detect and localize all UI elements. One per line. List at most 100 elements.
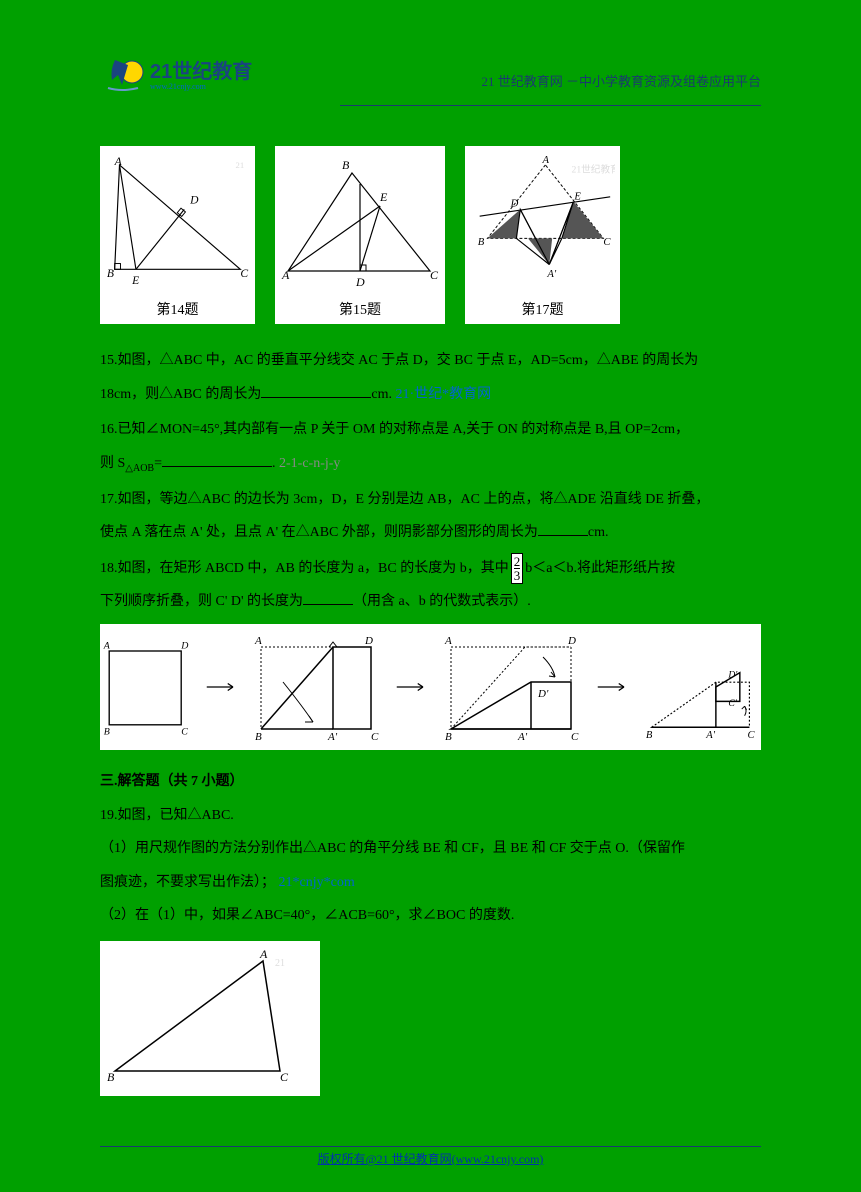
question-16: 16.已知∠MON=45°,其内部有一点 P 关于 OM 的对称点是 A,关于 … [100, 413, 761, 480]
svg-text:C: C [747, 730, 755, 741]
q19-text-3a: 图痕迹，不要求写出作法）； [100, 875, 275, 890]
svg-text:C: C [571, 731, 579, 742]
q18-blank [303, 591, 353, 605]
svg-text:A: A [103, 640, 111, 651]
svg-text:D: D [567, 635, 576, 647]
svg-text:21: 21 [236, 160, 245, 170]
arrow-3-icon [596, 677, 631, 697]
figure-17-caption: 第17题 [522, 299, 564, 319]
svg-text:A': A' [327, 731, 338, 742]
q15-text-1: 15.如图，△ABC 中，AC 的垂直平分线交 AC 于点 D，交 BC 于点 … [100, 353, 698, 368]
q16-text-2a: 则 S [100, 456, 125, 471]
svg-text:D: D [364, 635, 373, 647]
q16-text-1: 16.已知∠MON=45°,其内部有一点 P 关于 OM 的对称点是 A,关于 … [100, 422, 689, 437]
q16-dot: . [272, 456, 276, 471]
q19-link[interactable]: 21*cnjy*com [279, 875, 355, 890]
figure-18-panel-1: A D B C [102, 632, 192, 742]
q16-eq: = [154, 456, 162, 471]
figure-18-panel-2: A D B C A' [253, 632, 383, 742]
svg-text:B: B [478, 237, 485, 248]
figure-row-top: 21 A B C D E 第14题 B A C E D [100, 146, 761, 324]
figure-18-panel-3: A D B C A' D' [443, 632, 583, 742]
arrow-1-icon [205, 677, 240, 697]
svg-text:E: E [131, 274, 139, 287]
svg-text:D: D [180, 640, 188, 651]
q15-text-2a: 18cm，则△ABC 的周长为 [100, 387, 261, 402]
figure-14-svg: 21 A B C D E [105, 151, 250, 291]
header: 21世纪教育 www.21cnjy.com 21 世纪教育网 －中小学教育资源及… [100, 50, 761, 95]
figure-15-caption: 第15题 [339, 299, 381, 319]
q18-text-1a: 18.如图，在矩形 ABCD 中，AB 的长度为 a，BC 的长度为 b，其中 [100, 561, 509, 576]
footer-divider [100, 1146, 761, 1147]
svg-text:A': A' [705, 730, 715, 741]
figure-19-svg: 21 A B C [105, 946, 315, 1086]
svg-text:A': A' [546, 269, 556, 280]
q16-sub: △AOB [125, 463, 154, 474]
figure-17: 21世纪教育 A B C D E A' 第17题 [465, 146, 620, 324]
logo-area: 21世纪教育 www.21cnjy.com [100, 50, 252, 95]
q19-text-2: （1）用尺规作图的方法分别作出△ABC 的角平分线 BE 和 CF，且 BE 和… [100, 841, 685, 856]
page-container: 21世纪教育 www.21cnjy.com 21 世纪教育网 －中小学教育资源及… [0, 0, 861, 1126]
svg-text:C': C' [728, 698, 737, 709]
logo-text-wrap: 21世纪教育 www.21cnjy.com [150, 55, 252, 91]
q17-text-1: 17.如图，等边△ABC 的边长为 3cm，D，E 分别是边 AB，AC 上的点… [100, 492, 709, 507]
figure-14: 21 A B C D E 第14题 [100, 146, 255, 324]
svg-text:C: C [603, 237, 611, 248]
question-17: 17.如图，等边△ABC 的边长为 3cm，D，E 分别是边 AB，AC 上的点… [100, 483, 761, 550]
figure-19: 21 A B C [100, 941, 320, 1096]
figure-15: B A C E D 第15题 [275, 146, 445, 324]
svg-text:C: C [280, 1070, 289, 1084]
question-19: 19.如图，已知△ABC. （1）用尺规作图的方法分别作出△ABC 的角平分线 … [100, 799, 761, 933]
footer-text[interactable]: 版权所有@21 世纪教育网(www.21cnjy.com) [100, 1150, 761, 1167]
q17-text-2a: 使点 A 落在点 A' 处，且点 A' 在△ABC 外部，则阴影部分图形的周长为 [100, 525, 538, 540]
q15-link[interactable]: 21·世纪*教育网 [396, 387, 492, 402]
q17-text-2b: cm. [588, 525, 609, 540]
footer: 版权所有@21 世纪教育网(www.21cnjy.com) [100, 1146, 761, 1167]
svg-text:B: B [107, 267, 114, 280]
svg-text:C: C [240, 267, 248, 280]
svg-text:21: 21 [275, 958, 285, 969]
header-divider [340, 105, 761, 106]
svg-text:B: B [445, 731, 452, 742]
svg-text:A: A [254, 635, 262, 647]
svg-text:C: C [430, 268, 439, 282]
q19-text-1: 19.如图，已知△ABC. [100, 808, 234, 823]
svg-text:B: B [342, 158, 350, 172]
q18-frac-num: 2 [514, 555, 521, 569]
figure-14-caption: 第14题 [157, 299, 199, 319]
logo-icon [100, 50, 145, 95]
q18-text-2a: 下列顺序折叠，则 C' D' 的长度为 [100, 594, 303, 609]
svg-text:A: A [542, 155, 550, 166]
svg-text:B: B [104, 727, 110, 738]
q17-blank [538, 522, 588, 536]
question-15: 15.如图，△ABC 中，AC 的垂直平分线交 AC 于点 D，交 BC 于点 … [100, 344, 761, 411]
svg-text:21世纪教育: 21世纪教育 [572, 164, 616, 176]
svg-text:A: A [444, 635, 452, 647]
svg-text:C: C [371, 731, 379, 742]
figure-18-row: A D B C A D B C A' A [100, 624, 761, 750]
q19-text-4: （2）在（1）中，如果∠ABC=40°，∠ACB=60°，求∠BOC 的度数. [100, 908, 514, 923]
svg-text:A': A' [517, 731, 528, 742]
header-right-text: 21 世纪教育网 －中小学教育资源及组卷应用平台 [481, 71, 761, 95]
svg-text:A: A [259, 947, 268, 961]
svg-text:B: B [646, 730, 653, 741]
q18-frac-den: 3 [514, 569, 521, 582]
svg-text:B: B [255, 731, 262, 742]
svg-text:E: E [379, 190, 388, 204]
q16-gray: 2-1-c-n-j-y [279, 456, 340, 471]
question-18: 18.如图，在矩形 ABCD 中，AB 的长度为 a，BC 的长度为 b，其中2… [100, 552, 761, 619]
svg-text:D: D [355, 275, 365, 289]
logo-main-text: 21世纪教育 [150, 61, 252, 83]
svg-text:D: D [189, 194, 199, 207]
q15-text-2b: cm. [371, 387, 392, 402]
figure-15-svg: B A C E D [280, 151, 440, 291]
svg-text:D': D' [537, 688, 549, 700]
svg-text:B: B [107, 1070, 115, 1084]
figure-17-svg: 21世纪教育 A B C D E A' [470, 151, 615, 291]
q18-text-2b: （用含 a、b 的代数式表示）. [353, 594, 531, 609]
figure-18-panel-4: B C A' D' C' [644, 632, 759, 742]
svg-text:C: C [181, 727, 188, 738]
section-3-title: 三.解答题（共 7 小题） [100, 765, 761, 799]
q18-fraction: 23 [511, 553, 524, 584]
q16-blank [162, 453, 272, 467]
